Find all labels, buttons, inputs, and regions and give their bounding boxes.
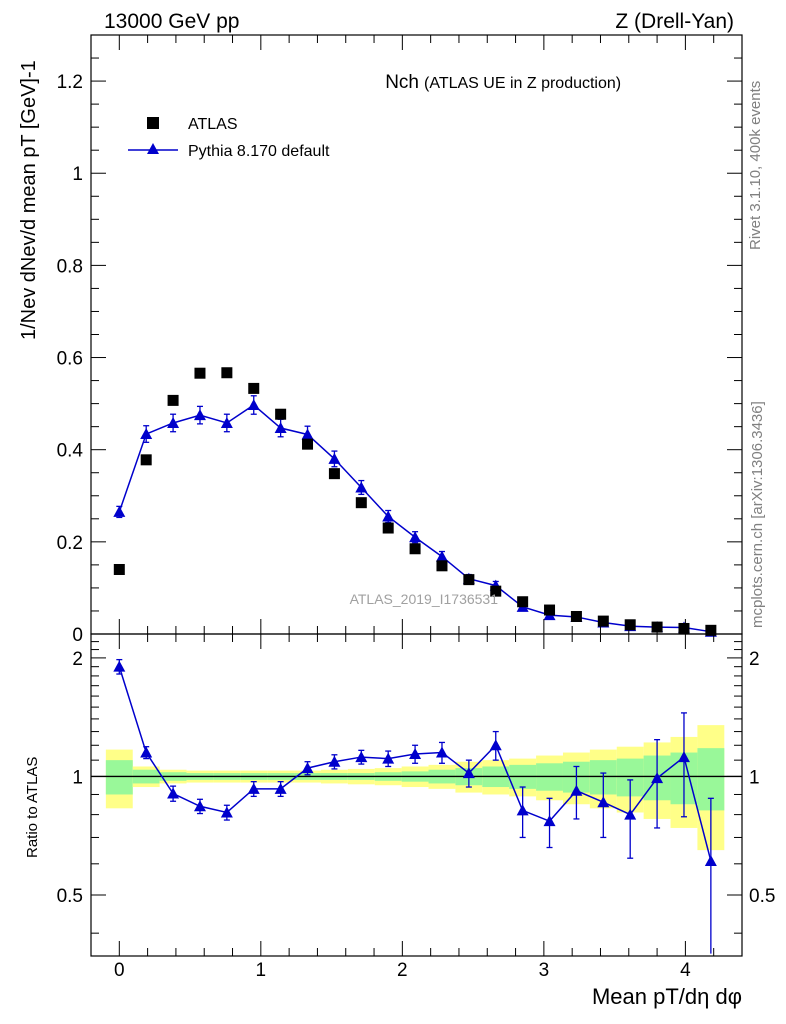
ratio-uncertainty-bands: [91, 725, 742, 851]
pythia-data-point: [167, 416, 180, 428]
legend-pythia-label: Pythia 8.170 default: [188, 143, 330, 160]
main-y-tick-label: 0.6: [57, 349, 83, 370]
ratio-data-point: [435, 746, 448, 758]
ratio-data-point: [516, 804, 529, 816]
ratio-data-point: [328, 755, 341, 767]
atlas-data-point: [194, 367, 206, 379]
main-y-tick-label: 0.2: [57, 533, 83, 554]
plot-title-main: Nch: [385, 72, 419, 93]
atlas-data-point: [570, 610, 582, 622]
main-y-tick-label: 0.4: [57, 441, 84, 462]
mcplots-source-label: mcplots.cern.ch [arXiv:1306.3436]: [749, 401, 766, 628]
atlas-data-point: [167, 394, 179, 406]
atlas-data-point: [113, 563, 125, 575]
atlas-data-point: [624, 619, 636, 631]
ratio-y-tick-label: 0.5: [57, 886, 83, 907]
ratio-band-inner: [105, 760, 133, 795]
ratio-data-point: [113, 660, 126, 672]
ratio-data-point: [274, 782, 287, 794]
ratio-data-point: [409, 748, 422, 760]
atlas-data-point: [705, 624, 717, 636]
ratio-data-point: [651, 772, 664, 784]
header-left-label: 13000 GeV pp: [104, 10, 239, 33]
pythia-data-point: [193, 409, 206, 421]
ratio-y-tick-label: 1: [72, 767, 83, 788]
main-y-tick-label: 1: [72, 164, 83, 185]
header-right-label: Z (Drell-Yan): [615, 10, 734, 33]
main-y-tick-label: 0: [72, 625, 83, 646]
pythia-data-point: [328, 452, 341, 464]
rivet-version-label: Rivet 3.1.10, 400k events: [747, 81, 764, 250]
ratio-data-point: [543, 815, 556, 827]
pythia-data-point: [382, 510, 395, 522]
pythia-data-point: [409, 531, 422, 543]
ratio-data-point: [462, 767, 475, 779]
ratio-data-point: [624, 808, 637, 820]
ratio-data-point: [570, 784, 583, 796]
pythia-data-point: [301, 428, 314, 440]
ratio-data-point: [193, 800, 206, 812]
ratio-data-point: [489, 739, 502, 751]
atlas-data-point: [597, 615, 609, 627]
x-tick-label: 4: [680, 960, 691, 981]
main-y-tick-label: 1.2: [57, 72, 83, 93]
pythia-data-point: [113, 505, 126, 517]
atlas-data-point: [463, 574, 475, 586]
main-y-tick-label: 0.8: [57, 256, 83, 277]
atlas-data-point: [140, 454, 152, 466]
pythia-data-point: [355, 481, 368, 493]
ratio-data-point: [140, 746, 153, 758]
legend-atlas-label: ATLAS: [188, 116, 238, 133]
axes-layer: 0 0.2 0.4 0.6 0.8 1 1.2 0 1 2 3 4 0.5 0.5 1 1 2 2: [57, 34, 775, 981]
x-axis-label: Mean pT/dη dφ: [592, 984, 742, 1009]
atlas-data-point: [355, 497, 367, 509]
atlas-data-point: [328, 468, 340, 480]
ratio-data-point: [597, 796, 610, 808]
ratio-series-layer: [113, 658, 717, 954]
analysis-id-watermark: ATLAS_2019_I1736531: [350, 591, 499, 607]
atlas-data-point: [382, 522, 394, 534]
ratio-data-point: [677, 751, 690, 763]
pythia-data-point: [220, 416, 233, 428]
ratio-data-point: [704, 854, 717, 866]
main-y-axis-label: 1/Nev dNev/d mean pT [GeV]-1: [18, 60, 40, 340]
pythia-data-point: [435, 550, 448, 562]
ratio-data-point: [247, 782, 260, 794]
ratio-y-tick-label-right: 2: [749, 649, 760, 670]
atlas-data-point: [517, 596, 529, 608]
ratio-data-point: [355, 751, 368, 763]
x-tick-label: 2: [397, 960, 408, 981]
atlas-data-point: [436, 560, 448, 572]
atlas-data-point: [248, 382, 260, 394]
legend-pythia-marker: [147, 143, 159, 154]
atlas-data-point: [490, 585, 502, 597]
ratio-data-point: [167, 787, 180, 799]
pythia-data-point: [274, 422, 287, 434]
plot-title-sub: (ATLAS UE in Z production): [424, 75, 621, 92]
x-tick-label: 3: [539, 960, 550, 981]
atlas-data-point: [275, 408, 287, 420]
pythia-data-point: [247, 398, 260, 410]
ratio-data-point: [301, 762, 314, 774]
x-tick-label: 0: [114, 960, 125, 981]
atlas-data-point: [409, 543, 421, 555]
ratio-data-point: [382, 752, 395, 764]
ratio-panel-frame: [90, 633, 743, 957]
ratio-y-tick-label: 2: [72, 649, 83, 670]
x-tick-label: 1: [256, 960, 267, 981]
ratio-y-tick-label-right: 0.5: [749, 886, 775, 907]
pythia-data-point: [140, 428, 153, 440]
ratio-y-axis-label: Ratio to ATLAS: [24, 757, 41, 858]
atlas-data-point: [544, 604, 556, 616]
legend-atlas-marker: [147, 117, 159, 129]
ratio-y-tick-label-right: 1: [749, 767, 760, 788]
atlas-data-point: [302, 438, 314, 450]
atlas-data-point: [678, 622, 690, 634]
ratio-data-point: [220, 806, 233, 818]
atlas-data-point: [221, 367, 233, 379]
